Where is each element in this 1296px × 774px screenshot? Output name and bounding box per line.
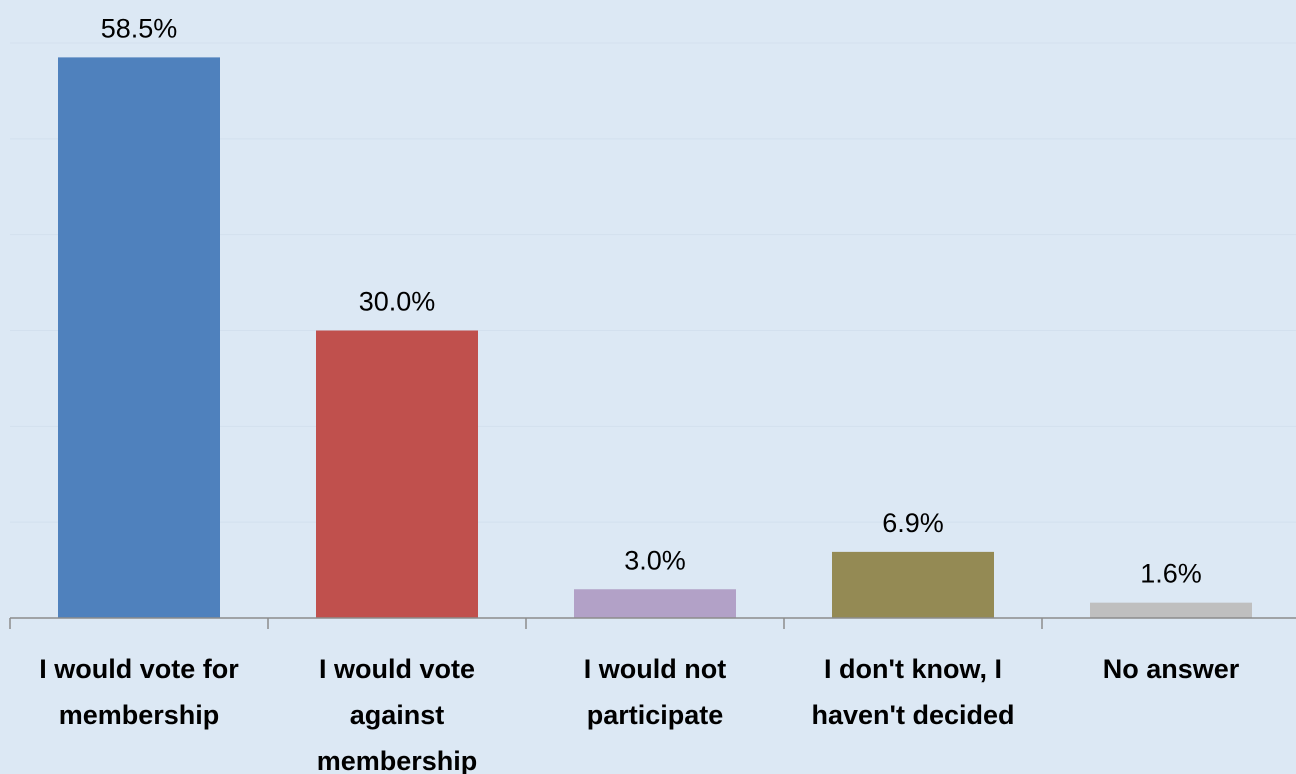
category-label-line: I don't know, I bbox=[824, 654, 1002, 684]
category-label-line: against bbox=[350, 700, 445, 730]
category-label-line: membership bbox=[317, 746, 478, 774]
bar bbox=[316, 330, 478, 618]
category-label-line: I would vote bbox=[319, 654, 475, 684]
category-label: No answer bbox=[1103, 654, 1240, 684]
category-label: I don't know, I haven't decided bbox=[812, 654, 1015, 730]
bar bbox=[574, 589, 736, 618]
category-label-line: No answer bbox=[1103, 654, 1240, 684]
data-label: 1.6% bbox=[1140, 559, 1202, 589]
x-axis bbox=[9, 617, 1296, 629]
data-label: 30.0% bbox=[359, 287, 436, 317]
bar bbox=[1090, 602, 1252, 618]
category-label: I would vote against membership bbox=[317, 654, 478, 774]
category-labels: I would vote for membership I would vote ag… bbox=[39, 654, 1240, 774]
category-label-line: participate bbox=[587, 700, 724, 730]
gridlines bbox=[10, 42, 1296, 523]
data-label: 6.9% bbox=[882, 508, 944, 538]
data-label: 58.5% bbox=[101, 13, 178, 43]
value-labels: 58.5% 30.0% 3.0% 6.9% 1.6% bbox=[101, 13, 1202, 588]
category-label: I would vote for membership bbox=[39, 654, 239, 730]
data-label: 3.0% bbox=[624, 545, 686, 575]
category-label-line: haven't decided bbox=[812, 700, 1015, 730]
bar bbox=[832, 551, 994, 618]
category-label-line: membership bbox=[59, 700, 220, 730]
bars bbox=[58, 57, 1252, 618]
category-label-line: I would vote for bbox=[39, 654, 239, 684]
category-label-line: I would not bbox=[584, 654, 726, 684]
category-label: I would not participate bbox=[584, 654, 726, 730]
bar bbox=[58, 57, 220, 618]
